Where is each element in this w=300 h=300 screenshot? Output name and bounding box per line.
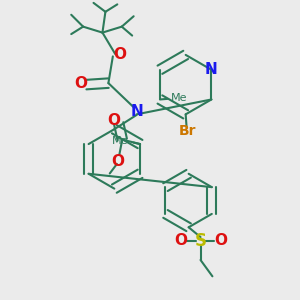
- Text: S: S: [194, 232, 206, 250]
- Text: N: N: [130, 104, 143, 119]
- Text: Me: Me: [112, 136, 129, 146]
- Text: Br: Br: [178, 124, 196, 138]
- Text: O: O: [113, 47, 126, 62]
- Text: O: O: [111, 154, 124, 169]
- Text: O: O: [107, 113, 120, 128]
- Text: O: O: [214, 233, 227, 248]
- Text: N: N: [205, 62, 218, 77]
- Text: O: O: [174, 233, 187, 248]
- Text: Me: Me: [171, 93, 188, 103]
- Text: O: O: [74, 76, 87, 91]
